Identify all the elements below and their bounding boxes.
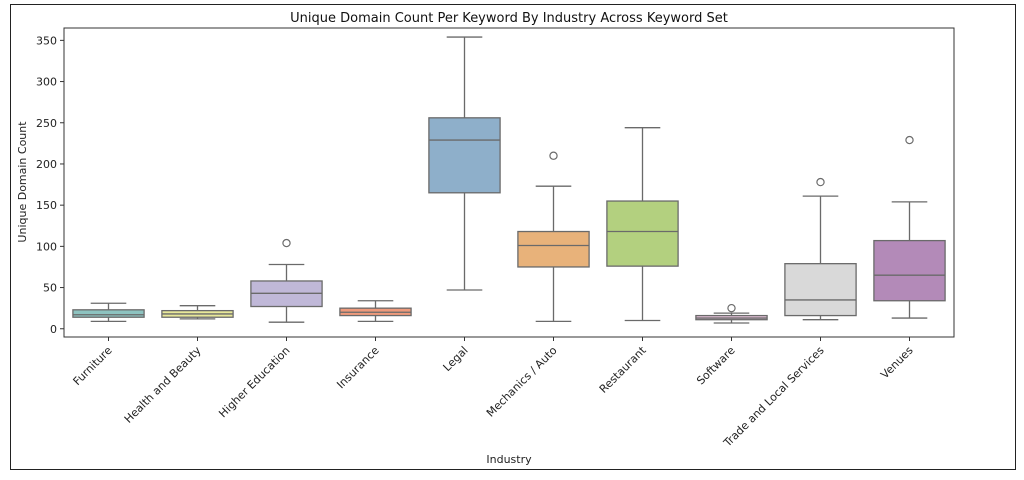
box-higher-education [250,238,323,323]
plot-area [63,27,955,338]
box-restaurant [606,127,679,322]
box-venues [873,135,946,319]
x-tick-label: Insurance [334,344,382,392]
x-tick-label: Health and Beauty [122,344,204,426]
iqr-box [517,230,590,268]
iqr-box [873,239,946,302]
box-mechanics-auto [517,151,590,322]
x-tick-label: Software [694,344,738,388]
x-tick-label: Furniture [71,344,115,388]
x-tick-label: Mechanics / Auto [484,344,560,420]
box-insurance [339,300,412,322]
y-tick-label: 200 [36,158,57,171]
outlier-point [727,303,736,313]
figure-frame [10,4,1016,470]
x-axis: Furniture Health and Beauty Higher Educati… [71,337,916,450]
x-tick-label: Higher Education [216,344,292,420]
y-tick-label: 0 [50,323,57,336]
box-software [695,303,768,324]
x-axis-label: Industry [486,453,532,466]
y-tick-label: 300 [36,76,57,89]
y-tick-label: 50 [43,282,57,295]
x-tick-label: Venues [878,344,916,382]
y-axis-label: Unique Domain Count [16,121,29,243]
y-tick-label: 150 [36,199,57,212]
iqr-box [72,309,145,318]
outlier-point [816,177,825,187]
chart-title: Unique Domain Count Per Keyword By Indus… [290,11,728,26]
iqr-box [784,263,857,317]
iqr-box [428,117,501,194]
y-tick-label: 250 [36,117,57,130]
y-axis: 0 50 100 150 200 250 300 350 [36,34,64,336]
outlier-point [282,238,291,248]
outlier-point [549,151,558,160]
y-tick-label: 100 [36,240,57,253]
box-legal [428,36,501,291]
x-tick-label: Trade and Local Services [720,344,826,450]
boxes [72,36,946,324]
outlier-point [905,135,914,145]
iqr-box [606,200,679,267]
box-trade-and-local-services [784,177,857,321]
box-health-and-beauty [161,305,234,320]
x-tick-label: Legal [441,344,471,374]
x-tick-label: Restaurant [597,343,649,395]
y-tick-label: 350 [36,34,57,47]
box-furniture [72,302,145,322]
